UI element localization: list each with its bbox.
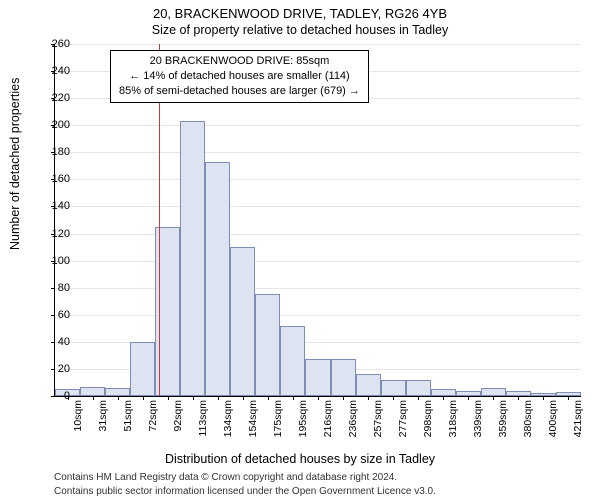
y-tick-label: 180 <box>52 146 70 158</box>
x-tick-label: 72sqm <box>147 400 159 450</box>
gridline <box>55 44 581 45</box>
gridline <box>55 125 581 126</box>
gridline <box>55 179 581 180</box>
x-tick-label: 195sqm <box>297 400 309 450</box>
chart-footer: Contains HM Land Registry data © Crown c… <box>54 471 436 498</box>
y-tick-label: 240 <box>52 65 70 77</box>
y-tick-label: 20 <box>58 363 70 375</box>
y-tick-mark <box>51 369 55 370</box>
histogram-bar <box>205 162 230 396</box>
y-tick-label: 140 <box>52 200 70 212</box>
x-tick-mark <box>268 396 269 400</box>
x-tick-mark <box>443 396 444 400</box>
histogram-bar <box>130 342 155 396</box>
histogram-bar <box>80 387 105 396</box>
x-tick-label: 236sqm <box>347 400 359 450</box>
histogram-bar <box>255 294 280 396</box>
y-tick-mark <box>51 396 55 397</box>
chart-main-title: 20, BRACKENWOOD DRIVE, TADLEY, RG26 4YB <box>0 0 600 21</box>
y-tick-label: 80 <box>58 282 70 294</box>
histogram-bar <box>331 359 356 396</box>
histogram-bar <box>230 247 255 396</box>
histogram-bar <box>180 121 205 396</box>
x-tick-mark <box>193 396 194 400</box>
histogram-bar <box>431 389 456 396</box>
gridline <box>55 261 581 262</box>
histogram-bar <box>381 380 406 396</box>
x-tick-mark <box>468 396 469 400</box>
y-tick-label: 160 <box>52 173 70 185</box>
y-tick-label: 40 <box>58 336 70 348</box>
x-tick-mark <box>368 396 369 400</box>
x-tick-label: 380sqm <box>522 400 534 450</box>
gridline <box>55 315 581 316</box>
x-tick-label: 154sqm <box>247 400 259 450</box>
x-tick-label: 134sqm <box>222 400 234 450</box>
x-tick-mark <box>243 396 244 400</box>
annotation-line-3: 85% of semi-detached houses are larger (… <box>119 84 360 99</box>
x-tick-mark <box>218 396 219 400</box>
x-tick-label: 318sqm <box>447 400 459 450</box>
x-tick-mark <box>418 396 419 400</box>
y-tick-label: 260 <box>52 38 70 50</box>
annotation-line-1: 20 BRACKENWOOD DRIVE: 85sqm <box>119 54 360 69</box>
x-tick-mark <box>143 396 144 400</box>
x-tick-label: 175sqm <box>272 400 284 450</box>
x-tick-mark <box>293 396 294 400</box>
y-tick-label: 60 <box>58 309 70 321</box>
histogram-bar <box>406 380 431 396</box>
y-tick-label: 200 <box>52 119 70 131</box>
histogram-bar <box>280 326 305 396</box>
x-tick-label: 359sqm <box>497 400 509 450</box>
x-tick-label: 216sqm <box>322 400 334 450</box>
footer-line-2: Contains public sector information licen… <box>54 485 436 499</box>
y-tick-mark <box>51 315 55 316</box>
x-tick-mark <box>493 396 494 400</box>
y-tick-label: 120 <box>52 228 70 240</box>
x-tick-label: 339sqm <box>472 400 484 450</box>
x-tick-mark <box>393 396 394 400</box>
x-tick-mark <box>168 396 169 400</box>
x-tick-label: 421sqm <box>572 400 584 450</box>
x-tick-label: 10sqm <box>72 400 84 450</box>
annotation-box: 20 BRACKENWOOD DRIVE: 85sqm← 14% of deta… <box>110 50 369 103</box>
x-tick-label: 298sqm <box>422 400 434 450</box>
y-tick-mark <box>51 342 55 343</box>
x-tick-mark <box>93 396 94 400</box>
gridline <box>55 206 581 207</box>
annotation-line-2: ← 14% of detached houses are smaller (11… <box>119 69 360 84</box>
x-tick-label: 31sqm <box>97 400 109 450</box>
y-tick-label: 220 <box>52 92 70 104</box>
x-tick-mark <box>118 396 119 400</box>
x-tick-label: 400sqm <box>547 400 559 450</box>
histogram-bar <box>305 359 330 396</box>
x-tick-label: 51sqm <box>122 400 134 450</box>
x-tick-label: 257sqm <box>372 400 384 450</box>
x-tick-mark <box>568 396 569 400</box>
x-tick-mark <box>543 396 544 400</box>
gridline <box>55 152 581 153</box>
x-axis-label: Distribution of detached houses by size … <box>0 452 600 466</box>
y-tick-label: 100 <box>52 255 70 267</box>
x-tick-mark <box>518 396 519 400</box>
histogram-bar <box>105 388 130 396</box>
y-tick-mark <box>51 288 55 289</box>
footer-line-1: Contains HM Land Registry data © Crown c… <box>54 471 436 485</box>
chart-plot-area: 10sqm31sqm51sqm72sqm92sqm113sqm134sqm154… <box>54 44 581 397</box>
histogram-bar <box>356 374 381 396</box>
gridline <box>55 234 581 235</box>
chart-subtitle: Size of property relative to detached ho… <box>0 21 600 37</box>
x-tick-label: 113sqm <box>197 400 209 450</box>
x-tick-mark <box>318 396 319 400</box>
gridline <box>55 288 581 289</box>
histogram-bar <box>481 388 506 396</box>
y-axis-label: Number of detached properties <box>8 78 22 250</box>
x-tick-label: 277sqm <box>397 400 409 450</box>
y-tick-label: 0 <box>64 390 70 402</box>
x-tick-label: 92sqm <box>172 400 184 450</box>
x-tick-mark <box>343 396 344 400</box>
